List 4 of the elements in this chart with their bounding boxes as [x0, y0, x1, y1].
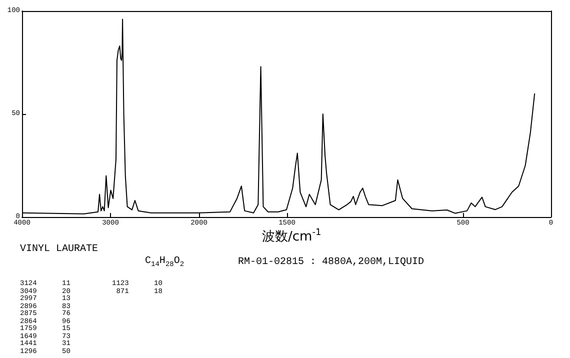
text: VINYL LAURATE — [20, 244, 98, 255]
text: C$_{14}$H$_{28}$O$_{2}$ — [145, 256, 184, 269]
text: RM-01-02815 : 4880A,200M,LIQUID — [238, 257, 424, 268]
x-axis-title: 波数/cm$^{-1}$ — [262, 228, 322, 244]
